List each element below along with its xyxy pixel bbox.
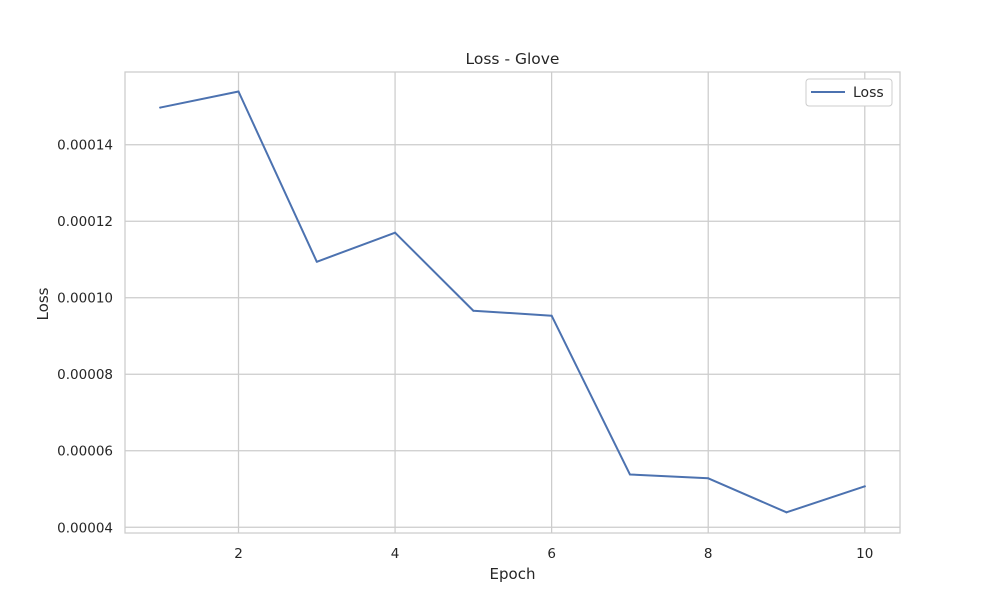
data-point: [472, 309, 475, 312]
grid-lines: [125, 72, 900, 533]
data-point: [550, 314, 553, 317]
legend-label: Loss: [853, 85, 884, 101]
y-tick-label: 0.00014: [57, 138, 113, 154]
legend-box: [805, 78, 893, 107]
y-tick-labels: 0.00004 0.00006 0.00008 0.00010 0.00012 0.000…: [57, 138, 113, 537]
x-tick-label: 2: [234, 546, 243, 562]
data-point: [237, 90, 240, 93]
x-tick-label: 4: [391, 546, 400, 562]
y-tick-label: 0.00012: [57, 214, 113, 230]
chart-title: Loss - Glove: [466, 50, 560, 68]
y-tick-label: 0.00006: [57, 444, 113, 460]
x-tick-labels: 2 4 6 8 10: [234, 546, 873, 562]
series-line-loss: [159, 90, 866, 514]
data-point: [863, 485, 866, 488]
plot-frame: [124, 71, 901, 534]
y-tick-label: 0.00010: [57, 291, 113, 307]
x-tick-label: 6: [547, 546, 556, 562]
data-point: [315, 260, 318, 263]
x-tick-label: 10: [856, 546, 873, 562]
x-tick-label: 8: [704, 546, 713, 562]
series-layer: [159, 90, 866, 514]
data-point: [628, 473, 631, 476]
y-tick-label: 0.00004: [57, 520, 113, 536]
data-point: [394, 231, 397, 234]
y-tick-label: 0.00008: [57, 367, 113, 383]
x-axis-label: Epoch: [490, 565, 536, 583]
legend: Loss: [805, 78, 893, 107]
y-axis-label: Loss: [34, 287, 52, 320]
data-point: [159, 106, 162, 109]
data-point: [707, 477, 710, 480]
data-point: [785, 511, 788, 514]
